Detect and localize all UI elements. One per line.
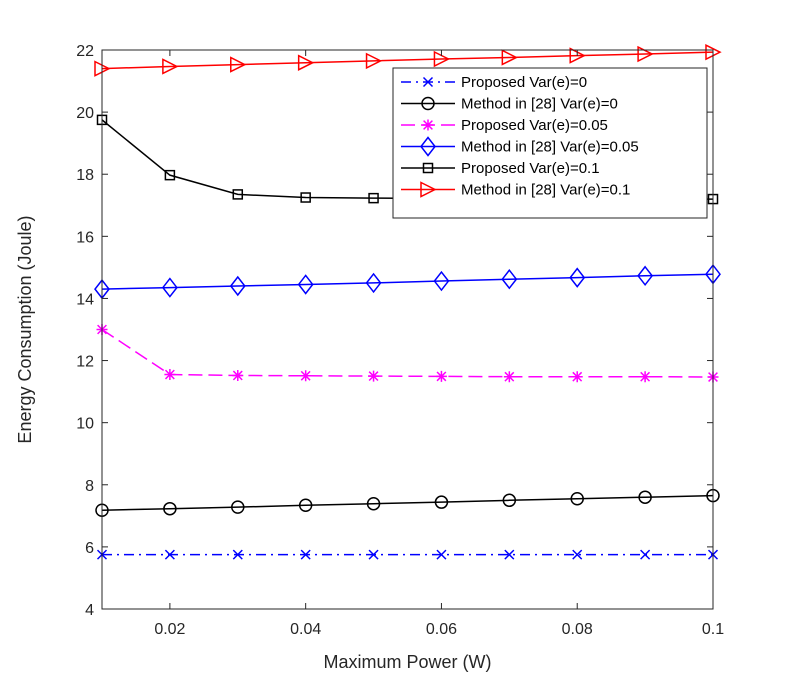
x-tick-label: 0.1 bbox=[702, 621, 724, 638]
data-point bbox=[365, 272, 382, 294]
series-6 bbox=[94, 43, 722, 77]
legend-label: Method in [28] Var(e)=0.1 bbox=[461, 182, 630, 199]
data-point bbox=[232, 189, 244, 200]
y-tick-label: 22 bbox=[76, 43, 94, 60]
y-tick-label: 6 bbox=[85, 540, 94, 557]
legend-label: Proposed Var(e)=0.05 bbox=[461, 117, 608, 134]
y-tick-label: 14 bbox=[76, 291, 94, 308]
data-point bbox=[433, 270, 450, 292]
data-point bbox=[232, 549, 243, 560]
legend-entry: Method in [28] Var(e)=0.05 bbox=[401, 136, 639, 157]
data-point bbox=[572, 549, 583, 560]
x-axis-title: Maximum Power (W) bbox=[323, 652, 491, 672]
data-point bbox=[300, 192, 311, 203]
legend-marker bbox=[420, 181, 437, 198]
data-point bbox=[232, 369, 244, 381]
y-tick-label: 20 bbox=[76, 105, 94, 122]
data-point bbox=[570, 492, 584, 506]
legend-entry: Method in [28] Var(e)=0.1 bbox=[401, 181, 630, 199]
data-point bbox=[501, 268, 518, 290]
x-tick-label: 0.08 bbox=[562, 621, 593, 638]
legend-entry: Proposed Var(e)=0.1 bbox=[401, 160, 600, 177]
series-2 bbox=[95, 488, 720, 517]
legend-entry: Proposed Var(e)=0.05 bbox=[401, 117, 608, 134]
data-point bbox=[365, 52, 383, 70]
data-point bbox=[366, 496, 381, 511]
legend-label: Proposed Var(e)=0.1 bbox=[461, 160, 600, 177]
data-point bbox=[230, 56, 247, 73]
data-point bbox=[502, 493, 517, 508]
x-tick-label: 0.02 bbox=[154, 621, 185, 638]
data-point bbox=[503, 371, 515, 383]
legend-label: Proposed Var(e)=0 bbox=[461, 74, 587, 91]
x-tick-label: 0.06 bbox=[426, 621, 457, 638]
data-point bbox=[436, 549, 447, 560]
legend-marker bbox=[420, 136, 436, 157]
data-point bbox=[300, 370, 312, 382]
data-point bbox=[164, 549, 175, 560]
data-point bbox=[571, 371, 583, 383]
data-point bbox=[504, 549, 515, 560]
series-line bbox=[101, 51, 714, 70]
data-point bbox=[231, 500, 245, 514]
data-point bbox=[164, 369, 176, 381]
y-tick-label: 10 bbox=[76, 416, 94, 433]
legend-label: Method in [28] Var(e)=0.05 bbox=[461, 139, 639, 156]
legend-marker bbox=[422, 119, 434, 131]
data-point bbox=[164, 169, 176, 181]
legend-box bbox=[392, 67, 708, 219]
axes-box bbox=[101, 49, 714, 610]
data-point bbox=[297, 274, 314, 295]
data-point bbox=[163, 501, 177, 516]
y-axis-title: Energy Consumption (Joule) bbox=[15, 215, 35, 443]
data-point bbox=[298, 498, 313, 513]
data-point bbox=[297, 54, 315, 71]
y-tick-label: 12 bbox=[76, 354, 94, 371]
data-point bbox=[368, 370, 380, 382]
legend-entry: Proposed Var(e)=0 bbox=[401, 74, 587, 91]
data-point bbox=[229, 275, 246, 297]
data-point bbox=[638, 490, 652, 504]
data-point bbox=[637, 45, 654, 63]
y-tick-label: 4 bbox=[85, 602, 94, 619]
data-point bbox=[368, 192, 379, 204]
y-tick-label: 18 bbox=[76, 167, 94, 184]
series-line bbox=[101, 273, 714, 290]
axes: 0.02 0.04 0.06 0.08 0.1 4 6 8 10 12 14 16 18 20 22 bbox=[76, 43, 724, 638]
series-line bbox=[101, 328, 714, 378]
legend-marker bbox=[422, 76, 434, 88]
data-point bbox=[637, 265, 654, 286]
data-point bbox=[501, 49, 519, 66]
data-point bbox=[435, 370, 447, 382]
data-point bbox=[368, 549, 379, 560]
data-point bbox=[640, 549, 651, 560]
legend-marker bbox=[422, 162, 434, 174]
y-tick-label: 8 bbox=[85, 478, 94, 495]
data-point bbox=[569, 267, 586, 288]
data-point bbox=[434, 495, 449, 509]
legend-marker bbox=[421, 96, 435, 111]
data-point bbox=[162, 58, 179, 75]
y-tick-label: 16 bbox=[76, 229, 94, 246]
legend: Proposed Var(e)=0 Method in [28] Var(e)=0… bbox=[392, 67, 708, 219]
data-point bbox=[300, 549, 311, 560]
x-tick-label: 0.04 bbox=[290, 621, 321, 638]
data-point bbox=[161, 277, 178, 298]
data-point bbox=[639, 371, 651, 383]
series-line bbox=[101, 494, 714, 511]
legend-label: Method in [28] Var(e)=0 bbox=[461, 96, 618, 113]
series-4 bbox=[94, 263, 721, 300]
legend-entry: Method in [28] Var(e)=0 bbox=[401, 96, 618, 113]
